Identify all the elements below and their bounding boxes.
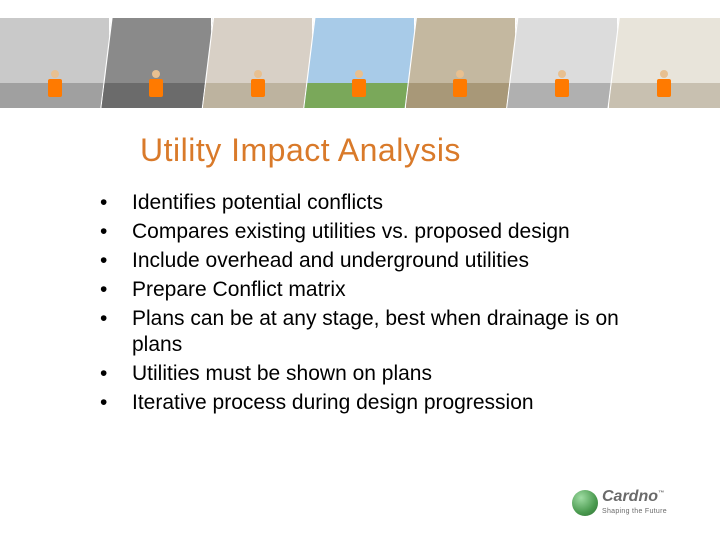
bullet-item: Compares existing utilities vs. proposed… <box>100 219 640 246</box>
slide: Utility Impact Analysis Identifies poten… <box>0 0 720 540</box>
slide-title: Utility Impact Analysis <box>140 132 461 169</box>
worker-icon <box>553 70 571 100</box>
photo-2 <box>101 18 212 108</box>
worker-icon <box>249 70 267 100</box>
bullet-item: Plans can be at any stage, best when dra… <box>100 306 640 360</box>
worker-icon <box>451 70 469 100</box>
bullet-list: Identifies potential conflictsCompares e… <box>100 190 640 419</box>
worker-icon <box>147 70 165 100</box>
worker-icon <box>655 70 673 100</box>
trademark-icon: ™ <box>658 491 664 497</box>
photo-6 <box>507 18 618 108</box>
photo-1 <box>0 18 111 108</box>
bullet-item: Prepare Conflict matrix <box>100 277 640 304</box>
photo-3 <box>203 18 314 108</box>
bullet-item: Identifies potential conflicts <box>100 190 640 217</box>
bullet-item: Iterative process during design progress… <box>100 390 640 417</box>
bullet-item: Include overhead and underground utiliti… <box>100 248 640 275</box>
globe-icon <box>572 490 598 516</box>
brand-text: Cardno <box>602 488 658 505</box>
worker-icon <box>350 70 368 100</box>
photo-4 <box>304 18 415 108</box>
brand-name: Cardno™ <box>602 488 664 506</box>
photo-5 <box>406 18 517 108</box>
brand-tagline: Shaping the Future <box>602 508 667 515</box>
photo-strip <box>0 18 720 108</box>
worker-icon <box>46 70 64 100</box>
footer-logo: Cardno™ Shaping the Future <box>572 486 692 522</box>
bullet-item: Utilities must be shown on plans <box>100 361 640 388</box>
photo-7 <box>609 18 720 108</box>
